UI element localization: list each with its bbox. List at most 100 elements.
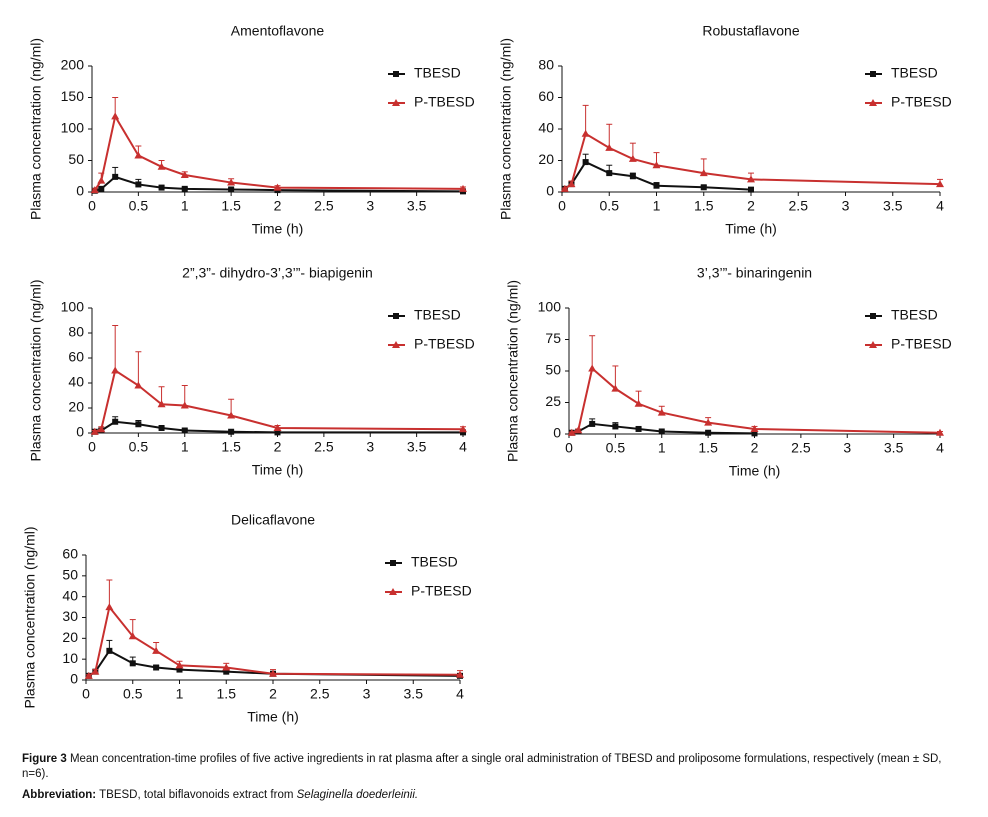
marker [273,424,282,431]
series-line [94,368,464,433]
x-tick-label: 1 [176,686,184,702]
marker [273,183,282,191]
marker [392,99,400,106]
marker [111,366,120,374]
legend-label: P-TBESD [414,336,475,352]
x-tick-label: 3 [842,198,850,214]
x-tick-label: 0.5 [129,439,149,455]
y-tick-label: 60 [62,546,78,562]
error-bar [135,351,142,386]
marker [269,669,277,677]
marker [581,129,590,137]
caption: Figure 3 Mean concentration-time profile… [22,752,967,782]
x-tick-label: 3 [366,198,374,214]
y-tick-label: 10 [62,650,78,666]
marker [158,184,165,191]
y-tick-label: 50 [68,151,84,167]
x-tick-label: 2 [747,198,755,214]
panel: Robustaflavone 0 20 40 60 80 0 0.5 1 1.5 2 2.5 3 3.5 4… [498,23,952,237]
marker [128,632,137,640]
y-axis-title: Plasma concentration (ng/ml) [28,38,44,220]
marker [228,186,235,193]
marker [227,178,236,186]
x-tick-label: 1.5 [698,440,718,456]
marker [106,647,113,654]
x-tick-label: 0.5 [606,440,626,456]
legend-label: TBESD [414,307,461,323]
legend-label: TBESD [414,65,461,81]
marker [157,400,166,408]
marker [699,169,708,177]
y-tick-label: 0 [553,425,561,441]
x-axis-title: Time (h) [252,462,304,478]
x-tick-label: 3.5 [883,198,903,214]
y-tick-label: 75 [545,330,561,346]
marker [657,408,666,416]
marker [705,429,712,436]
y-tick-label: 80 [538,57,554,73]
series-line [571,366,941,434]
caption-text: Mean concentration-time profiles of five… [22,753,942,780]
marker [105,603,114,611]
marker [223,668,230,675]
marker [747,175,755,183]
marker [97,176,106,184]
legend-label: P-TBESD [891,94,952,110]
marker [390,560,396,566]
x-tick-label: 0.5 [123,686,143,702]
y-tick-label: 60 [538,88,554,104]
marker [700,184,707,191]
y-axis-title: Plasma concentration (ng/ml) [498,38,514,220]
marker [605,143,614,151]
marker [634,399,643,407]
marker [567,428,576,436]
marker [751,430,758,437]
species: Selaginella doederleinii. [296,789,419,801]
marker [129,660,136,667]
chart-title: Amentoflavone [231,23,325,39]
marker [180,170,189,178]
marker [567,180,576,188]
marker [112,173,119,180]
y-tick-label: 0 [76,424,84,440]
x-tick-label: 2.5 [314,198,334,214]
x-tick-label: 3.5 [884,440,904,456]
y-axis-title: Plasma concentration (ng/ml) [505,280,521,462]
marker [274,429,281,436]
x-tick-label: 3.5 [407,198,427,214]
marker [628,154,637,162]
y-tick-label: 50 [62,567,78,583]
legend-label: TBESD [891,307,938,323]
error-bar [582,104,589,134]
x-axis-title: Time (h) [729,463,781,479]
marker [612,423,619,430]
x-tick-label: 3 [363,686,371,702]
marker [704,418,713,426]
x-axis-title: Time (h) [247,709,299,725]
marker [389,588,397,595]
marker [574,426,583,434]
marker [606,170,613,177]
marker [658,428,665,435]
x-tick-label: 2 [274,198,282,214]
x-tick-label: 4 [936,198,944,214]
x-tick-label: 4 [936,440,944,456]
x-tick-label: 3 [366,439,374,455]
y-tick-label: 100 [61,299,85,315]
marker [181,427,188,434]
y-tick-label: 150 [61,88,85,104]
y-tick-label: 0 [546,183,554,199]
marker [222,663,231,671]
y-tick-label: 40 [538,120,554,136]
y-tick-label: 60 [68,349,84,365]
marker [456,670,464,678]
x-tick-label: 0 [82,686,90,702]
marker [588,364,597,372]
marker [135,421,142,428]
marker [393,71,399,77]
y-tick-label: 20 [68,399,84,415]
marker [90,427,99,435]
legend-label: TBESD [891,65,938,81]
